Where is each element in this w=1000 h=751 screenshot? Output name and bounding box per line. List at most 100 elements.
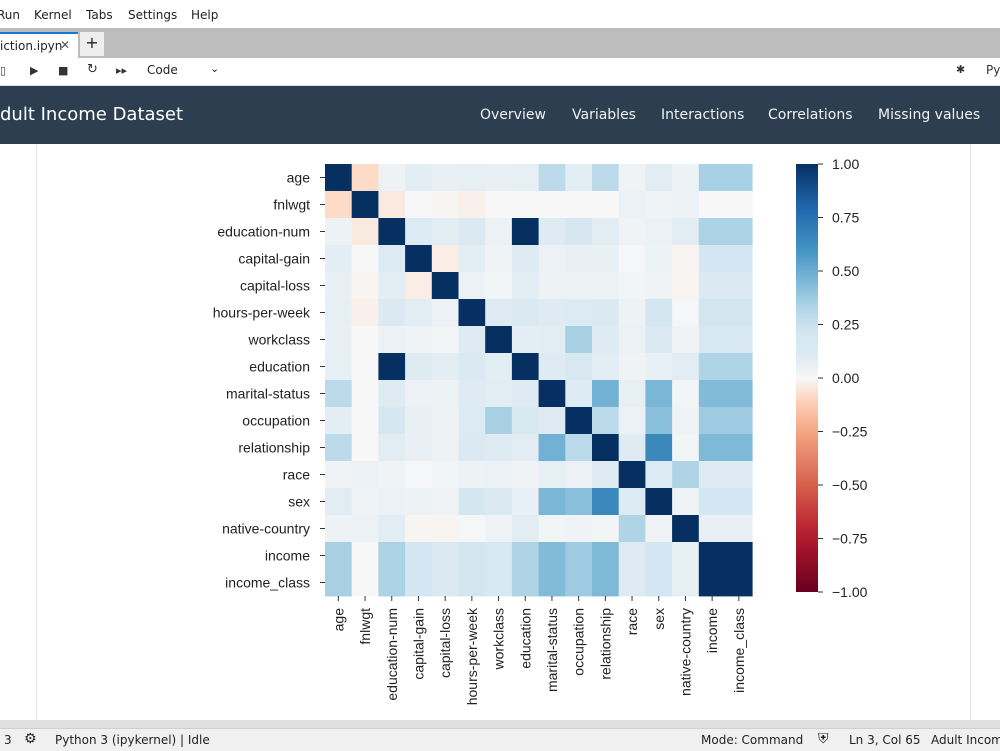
menu-tabs[interactable]: Tabs <box>86 8 113 22</box>
x-tick-label: race <box>624 608 640 635</box>
heatmap-cell <box>511 353 539 381</box>
heatmap-cell <box>458 434 486 462</box>
shield-icon[interactable]: ⛨ <box>818 731 829 747</box>
heatmap-cell <box>538 488 566 516</box>
gear-icon[interactable]: ⚙ <box>24 731 37 747</box>
restart-icon[interactable]: ↻ <box>87 62 98 77</box>
heatmap-cell <box>511 164 539 192</box>
menu-settings[interactable]: Settings <box>128 8 178 22</box>
nav-missing-values[interactable]: Missing values <box>878 107 981 123</box>
heatmap-cell <box>485 380 513 408</box>
tab-bar: iction.ipyn ✕ + <box>0 28 1000 58</box>
heatmap-cell <box>325 353 353 381</box>
heatmap-cell <box>618 434 646 462</box>
x-tick-label: age <box>330 608 346 632</box>
heatmap-cell <box>565 353 593 381</box>
heatmap-cell <box>672 569 700 597</box>
x-tick-label: sex <box>651 608 667 630</box>
menu-bar: Run Kernel Tabs Settings Help <box>0 0 1000 28</box>
heatmap-cell <box>485 191 513 219</box>
heatmap-cell <box>511 245 539 273</box>
kernel-status[interactable]: Python 3 (ipykernel) | Idle <box>55 733 210 747</box>
fast-forward-icon[interactable]: ▸▸ <box>116 64 128 77</box>
heatmap-cell <box>698 542 726 570</box>
heatmap-cell <box>725 407 753 435</box>
heatmap-cell <box>458 515 486 543</box>
heatmap-cell <box>592 218 620 246</box>
y-tick-label: income_class <box>225 575 310 591</box>
bug-icon[interactable]: ✱ <box>956 63 966 76</box>
heatmap-cell <box>325 191 353 219</box>
menu-help[interactable]: Help <box>191 8 219 22</box>
heatmap-cell <box>405 407 433 435</box>
heatmap-cell <box>698 488 726 516</box>
heatmap-cell <box>511 542 539 570</box>
nav-interactions[interactable]: Interactions <box>661 107 745 123</box>
heatmap-cell <box>592 245 620 273</box>
heatmap-cell <box>698 326 726 354</box>
heatmap-cell <box>698 569 726 597</box>
heatmap-cell <box>618 407 646 435</box>
colorbar-tick-label: 0.25 <box>832 317 859 333</box>
heatmap-cell <box>325 434 353 462</box>
heatmap-cell <box>485 407 513 435</box>
heatmap-cell <box>458 380 486 408</box>
heatmap-cell <box>698 353 726 381</box>
kernel-name[interactable]: Py <box>986 63 1000 77</box>
heatmap-cell <box>725 164 753 192</box>
heatmap-cell <box>565 380 593 408</box>
heatmap-cell <box>645 191 673 219</box>
heatmap-cell <box>485 461 513 489</box>
menu-run[interactable]: Run <box>0 8 21 22</box>
y-tick-label: education <box>249 359 310 375</box>
nav-correlations[interactable]: Correlations <box>768 107 853 123</box>
heatmap-cell <box>645 218 673 246</box>
heatmap-cell <box>378 515 406 543</box>
heatmap-cell <box>485 272 513 300</box>
heatmap-cell <box>592 353 620 381</box>
heatmap-cell <box>565 299 593 327</box>
heatmap-cell <box>325 569 353 597</box>
heatmap-cell <box>405 272 433 300</box>
nav-variables[interactable]: Variables <box>572 107 636 123</box>
heatmap-cell <box>672 353 700 381</box>
heatmap-cell <box>431 299 459 327</box>
heatmap-cell <box>672 164 700 192</box>
heatmap-cell <box>325 164 353 192</box>
menu-kernel[interactable]: Kernel <box>34 8 72 22</box>
heatmap-cell <box>538 299 566 327</box>
heatmap-cell <box>431 218 459 246</box>
heatmap-cell <box>698 191 726 219</box>
y-tick-label: sex <box>288 494 310 510</box>
cursor-position[interactable]: Ln 3, Col 65 <box>849 733 921 747</box>
notebook-toolbar: ▯ ▶ ■ ↻ ▸▸ Code ⌄ ✱ Py <box>0 58 1000 86</box>
heatmap-cell <box>351 245 379 273</box>
heatmap-cell <box>405 299 433 327</box>
chevron-down-icon[interactable]: ⌄ <box>210 62 220 75</box>
heatmap-cell <box>672 326 700 354</box>
heatmap-cell <box>325 326 353 354</box>
heatmap-cell <box>351 407 379 435</box>
heatmap-cell <box>672 272 700 300</box>
heatmap-cell <box>431 461 459 489</box>
heatmap-cell <box>485 569 513 597</box>
run-icon[interactable]: ▶ <box>30 64 39 77</box>
heatmap-cell <box>351 164 379 192</box>
report-title[interactable]: Adult Income Dataset <box>0 104 184 125</box>
cell-type-select[interactable]: Code <box>147 63 178 77</box>
x-tick-label: hours-per-week <box>464 607 480 705</box>
notebook-tab[interactable]: iction.ipyn ✕ <box>0 32 78 58</box>
nav-overview[interactable]: Overview <box>480 107 546 123</box>
heatmap-cell <box>618 191 646 219</box>
horizontal-scrollbar[interactable] <box>0 720 1000 728</box>
heatmap-cell <box>698 380 726 408</box>
heatmap-cell <box>538 164 566 192</box>
stop-icon[interactable]: ■ <box>58 64 69 77</box>
close-icon[interactable]: ✕ <box>60 38 71 52</box>
heatmap-cell <box>511 515 539 543</box>
new-tab-button[interactable]: + <box>80 32 104 56</box>
document-name: Adult Income <box>931 733 1000 747</box>
heatmap-cell <box>405 434 433 462</box>
heatmap-cell <box>405 569 433 597</box>
clipboard-icon[interactable]: ▯ <box>0 64 7 77</box>
